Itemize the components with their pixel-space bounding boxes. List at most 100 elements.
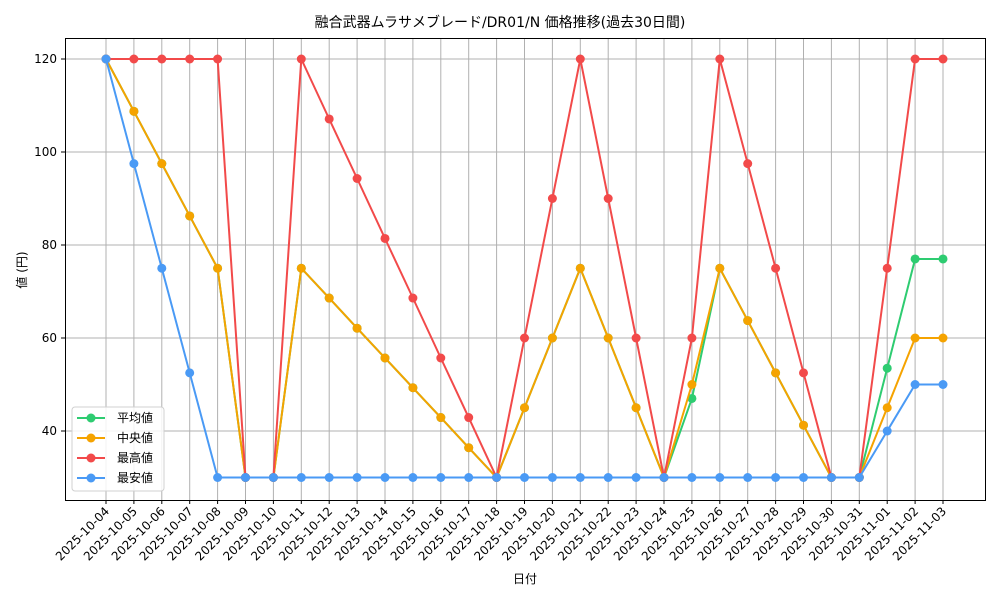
legend-item: 最高値 bbox=[77, 450, 153, 465]
data-point-marker bbox=[101, 54, 111, 64]
chart-title: 融合武器ムラサメブレード/DR01/N 価格推移(過去30日間) bbox=[314, 15, 686, 31]
data-point-marker bbox=[882, 363, 892, 373]
legend-item: 最安値 bbox=[77, 470, 153, 485]
data-point-marker bbox=[799, 473, 808, 482]
data-point-marker bbox=[687, 473, 697, 482]
grid-lines bbox=[65, 38, 985, 500]
data-point-marker bbox=[296, 263, 306, 273]
data-point-marker bbox=[575, 263, 585, 273]
data-point-marker bbox=[603, 333, 613, 343]
y-tick-label: 60 bbox=[42, 331, 57, 345]
data-point-marker bbox=[715, 54, 725, 64]
data-series bbox=[101, 54, 948, 482]
data-point-marker bbox=[631, 403, 641, 413]
data-point-marker bbox=[882, 263, 892, 273]
data-point-marker bbox=[882, 426, 892, 436]
data-point-marker bbox=[408, 383, 418, 393]
data-point-marker bbox=[129, 106, 139, 116]
legend-marker-icon bbox=[86, 473, 96, 483]
data-point-marker bbox=[743, 473, 753, 482]
series-3 bbox=[101, 54, 948, 482]
data-point-marker bbox=[157, 263, 167, 273]
data-point-marker bbox=[213, 473, 223, 482]
data-point-marker bbox=[352, 473, 362, 482]
legend-label: 最安値 bbox=[117, 470, 153, 485]
legend-marker-icon bbox=[86, 413, 96, 423]
data-point-marker bbox=[715, 263, 725, 273]
data-point-marker bbox=[938, 380, 948, 389]
data-point-marker bbox=[380, 353, 390, 363]
data-point-marker bbox=[826, 473, 836, 482]
data-point-marker bbox=[408, 293, 418, 303]
legend-box bbox=[71, 406, 165, 492]
data-point-marker bbox=[547, 473, 557, 482]
data-point-marker bbox=[520, 333, 529, 343]
data-point-marker bbox=[910, 333, 920, 343]
data-point-marker bbox=[213, 263, 223, 273]
data-point-marker bbox=[296, 54, 306, 64]
data-point-marker bbox=[436, 473, 446, 482]
data-point-marker bbox=[436, 353, 446, 363]
data-point-marker bbox=[910, 54, 920, 64]
data-point-marker bbox=[324, 293, 334, 303]
data-point-marker bbox=[743, 316, 753, 326]
data-point-marker bbox=[436, 413, 446, 423]
data-point-marker bbox=[631, 473, 641, 482]
data-point-marker bbox=[157, 54, 167, 64]
data-point-marker bbox=[520, 473, 529, 482]
data-point-marker bbox=[380, 473, 390, 482]
legend-item: 中央値 bbox=[77, 430, 153, 445]
data-point-marker bbox=[185, 54, 195, 64]
data-point-marker bbox=[687, 380, 697, 389]
legend-marker-icon bbox=[86, 453, 96, 463]
data-point-marker bbox=[603, 194, 613, 203]
data-point-marker bbox=[771, 368, 781, 378]
data-point-marker bbox=[547, 333, 557, 343]
data-point-marker bbox=[687, 333, 697, 343]
data-point-marker bbox=[938, 254, 948, 264]
data-point-marker bbox=[408, 473, 418, 482]
data-point-marker bbox=[520, 403, 529, 413]
data-point-marker bbox=[185, 211, 195, 221]
x-axis-ticks: 2025-10-042025-10-052025-10-062025-10-07… bbox=[53, 500, 949, 563]
data-point-marker bbox=[771, 263, 781, 273]
data-point-marker bbox=[268, 473, 278, 482]
data-point-marker bbox=[352, 323, 362, 333]
data-point-marker bbox=[938, 54, 948, 64]
legend-label: 平均値 bbox=[117, 410, 153, 425]
x-axis-label: 日付 bbox=[513, 572, 537, 586]
data-point-marker bbox=[771, 473, 781, 482]
data-point-marker bbox=[882, 403, 892, 413]
data-point-marker bbox=[547, 194, 557, 203]
data-point-marker bbox=[464, 443, 474, 453]
data-point-marker bbox=[687, 393, 697, 403]
legend-label: 最高値 bbox=[117, 450, 153, 465]
data-point-marker bbox=[324, 473, 334, 482]
data-point-marker bbox=[185, 368, 195, 378]
data-point-marker bbox=[129, 159, 139, 169]
data-point-marker bbox=[380, 233, 390, 243]
y-tick-label: 40 bbox=[42, 424, 57, 438]
y-tick-label: 120 bbox=[34, 52, 57, 66]
data-point-marker bbox=[659, 473, 669, 482]
y-tick-label: 100 bbox=[34, 145, 57, 159]
data-point-marker bbox=[715, 473, 725, 482]
data-point-marker bbox=[157, 159, 167, 169]
data-point-marker bbox=[603, 473, 613, 482]
legend-item: 平均値 bbox=[77, 410, 153, 425]
data-point-marker bbox=[854, 473, 864, 482]
data-point-marker bbox=[213, 54, 223, 64]
data-point-marker bbox=[464, 413, 474, 423]
data-point-marker bbox=[799, 368, 808, 378]
data-point-marker bbox=[799, 420, 808, 430]
plot-area-frame bbox=[65, 38, 986, 501]
legend-label: 中央値 bbox=[117, 430, 153, 445]
data-point-marker bbox=[910, 380, 920, 389]
data-point-marker bbox=[910, 254, 920, 264]
data-point-marker bbox=[129, 54, 139, 64]
legend-marker-icon bbox=[86, 433, 96, 443]
data-point-marker bbox=[743, 159, 753, 169]
data-point-marker bbox=[938, 333, 948, 343]
